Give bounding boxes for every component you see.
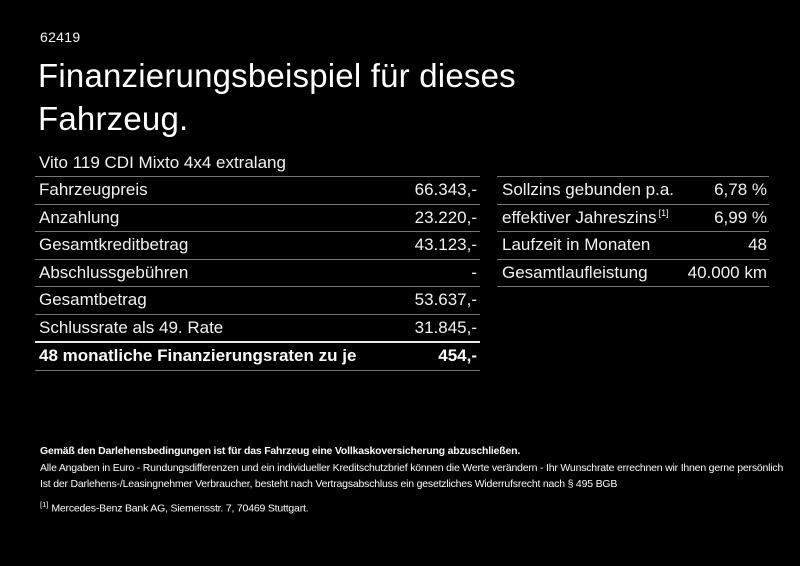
conditions-table: Sollzins gebunden p.a. 6,78 % effektiver… — [497, 176, 769, 287]
row-label: Gesamtkreditbetrag — [39, 235, 189, 255]
disclaimer-line: Alle Angaben in Euro - Rundungsdifferenz… — [40, 461, 784, 474]
row-value: 31.845,- — [414, 317, 477, 337]
finance-row-abschlussgebuehren: Abschlussgebühren - — [35, 260, 480, 287]
row-value: 43.123,- — [414, 235, 477, 255]
finance-row-anzahlung: Anzahlung 23.220,- — [35, 205, 480, 232]
row-label: Gesamtlaufleistung — [502, 262, 648, 282]
finance-row-schlussrate: Schlussrate als 49. Rate 31.845,- — [35, 315, 480, 343]
conditions-row-jahreszins: effektiver Jahreszins [1] 6,99 % — [497, 205, 769, 232]
finance-row-fahrzeugpreis: Fahrzeugpreis 66.343,- — [35, 177, 480, 205]
insurance-note: Gemäß den Darlehensbedingungen ist für d… — [40, 445, 521, 457]
footnote-ref: [1] — [658, 208, 669, 219]
row-value: 40.000 km — [687, 262, 767, 282]
withdrawal-note: Ist der Darlehens-/Leasingnehmer Verbrau… — [40, 478, 618, 490]
row-label: Abschlussgebühren — [39, 262, 189, 282]
row-value: 48 — [748, 235, 767, 255]
finance-row-monthly-rate: 48 monatliche Finanzierungsraten zu je 4… — [35, 343, 480, 371]
finance-row-gesamtbetrag: Gesamtbetrag 53.637,- — [35, 287, 480, 315]
footnote-marker: [1] — [40, 499, 49, 509]
row-value: 6,78 % — [714, 180, 767, 200]
row-value: 6,99 % — [714, 207, 767, 227]
row-label: Anzahlung — [39, 207, 120, 227]
finance-row-gesamtkreditbetrag: Gesamtkreditbetrag 43.123,- — [35, 232, 480, 260]
row-label: Schlussrate als 49. Rate — [39, 317, 224, 337]
row-label: Gesamtbetrag — [39, 290, 147, 310]
page-title: Finanzierungsbeispiel für dieses Fahrzeu… — [38, 57, 516, 137]
conditions-row-sollzins: Sollzins gebunden p.a. 6,78 % — [497, 177, 769, 205]
footnote-text: Mercedes-Benz Bank AG, Siemensstr. 7, 70… — [51, 502, 309, 514]
reference-number: 62419 — [40, 29, 81, 45]
row-value: 23.220,- — [414, 207, 477, 227]
vehicle-name: Vito 119 CDI Mixto 4x4 extralang — [35, 150, 480, 177]
row-label: Sollzins gebunden p.a. — [502, 180, 675, 200]
row-label: Laufzeit in Monaten — [502, 235, 651, 255]
conditions-row-laufleistung: Gesamtlaufleistung 40.000 km — [497, 260, 769, 287]
row-value: - — [471, 262, 477, 282]
finance-table: Vito 119 CDI Mixto 4x4 extralang Fahrzeu… — [35, 150, 480, 371]
row-value: 454,- — [438, 346, 477, 366]
row-label: Fahrzeugpreis — [39, 180, 148, 200]
row-label: effektiver Jahreszins [1] — [502, 207, 669, 227]
conditions-row-laufzeit: Laufzeit in Monaten 48 — [497, 232, 769, 260]
legal-footer: Gemäß den Darlehensbedingungen ist für d… — [40, 443, 795, 517]
bank-footnote: [1] Mercedes-Benz Bank AG, Siemensstr. 7,… — [40, 497, 795, 517]
row-label: 48 monatliche Finanzierungsraten zu je — [39, 346, 357, 366]
row-value: 53.637,- — [414, 290, 477, 310]
row-value: 66.343,- — [414, 180, 477, 200]
